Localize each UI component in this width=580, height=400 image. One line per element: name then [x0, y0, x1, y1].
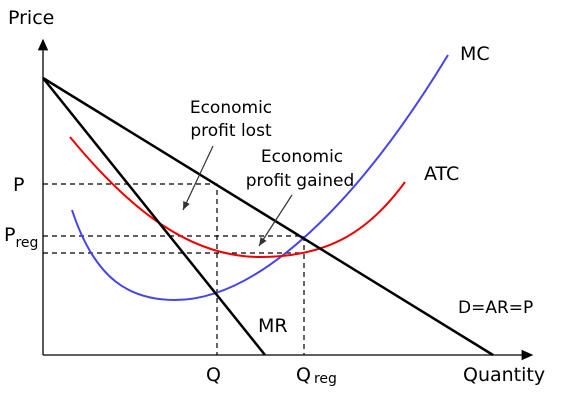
y-axis-label: Price: [8, 7, 54, 29]
q-reg-main: Q: [296, 364, 311, 386]
demand-label: D=AR=P: [458, 298, 533, 318]
p-reg-label: Preg: [4, 224, 38, 251]
annotation-lost-2: profit lost: [190, 121, 272, 141]
annotation-lost-1: Economic: [190, 98, 272, 118]
atc-curve: [69, 136, 406, 259]
arrow-lost: [182, 145, 214, 211]
p-reg-main: P: [4, 224, 15, 246]
mc-label: MC: [460, 43, 490, 65]
p-label: P: [13, 174, 24, 196]
mc-curve: [71, 54, 449, 302]
x-axis-label: Quantity: [463, 364, 545, 386]
p-reg-sub: reg: [15, 235, 38, 251]
demand-line: [42, 76, 494, 357]
q-reg-sub: reg: [314, 371, 337, 387]
annotation-gained-2: profit gained: [246, 171, 355, 191]
arrow-gained: [258, 194, 293, 247]
mr-line: [42, 77, 266, 356]
atc-label: ATC: [424, 163, 459, 185]
mr-label: MR: [258, 315, 288, 337]
q-label: Q: [206, 364, 221, 386]
annotation-gained-1: Economic: [261, 147, 343, 167]
